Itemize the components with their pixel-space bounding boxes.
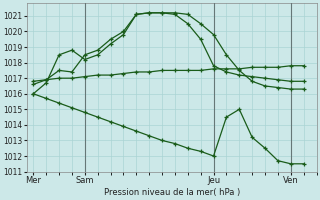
X-axis label: Pression niveau de la mer( hPa ): Pression niveau de la mer( hPa ) — [104, 188, 240, 197]
